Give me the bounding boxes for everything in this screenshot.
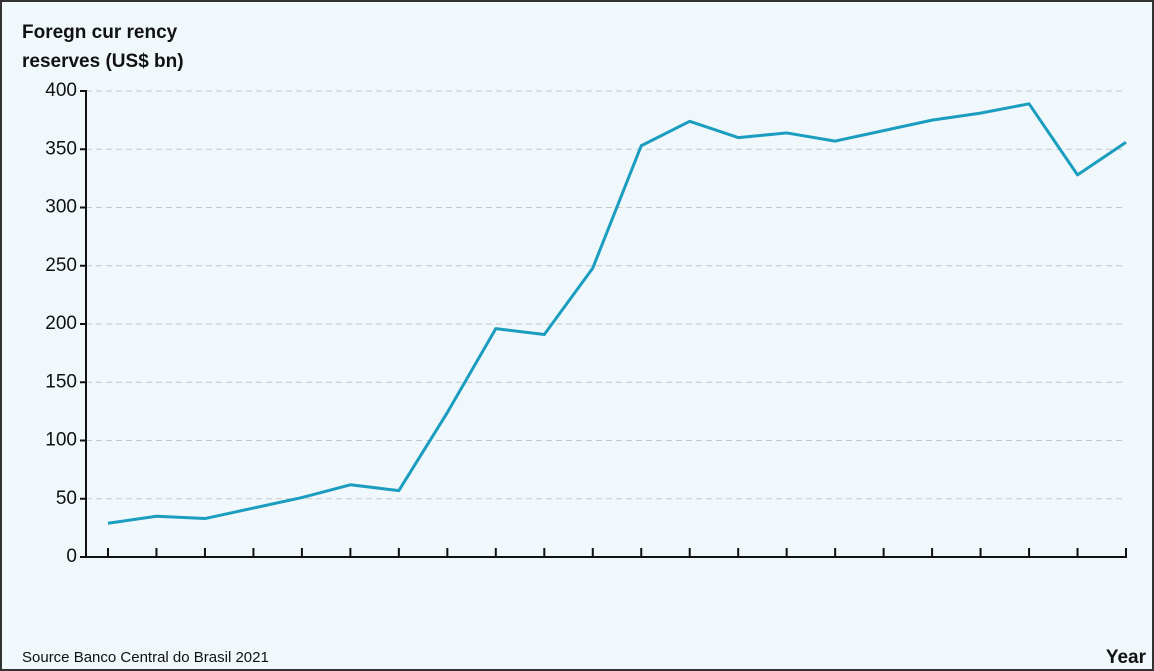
y-tick-label: 100 bbox=[45, 430, 77, 451]
y-tick-label: 150 bbox=[45, 371, 77, 392]
data-line bbox=[107, 102, 1127, 525]
y-tick-label: 0 bbox=[66, 546, 77, 567]
y-tick-label: 200 bbox=[45, 313, 77, 334]
y-axis-title: Foregn cur rency bbox=[22, 22, 178, 43]
y-tick-label: 50 bbox=[56, 488, 77, 509]
y-tick-label: 350 bbox=[45, 138, 77, 159]
y-tick-label: 250 bbox=[45, 255, 77, 276]
source-note: Source Banco Central do Brasil 2021 bbox=[22, 649, 269, 666]
y-tick-label: 300 bbox=[45, 197, 77, 218]
y-axis-title: reserves (US$ bn) bbox=[22, 51, 184, 72]
x-axis-title: Year bbox=[1106, 647, 1147, 668]
y-tick-label: 400 bbox=[45, 80, 77, 101]
